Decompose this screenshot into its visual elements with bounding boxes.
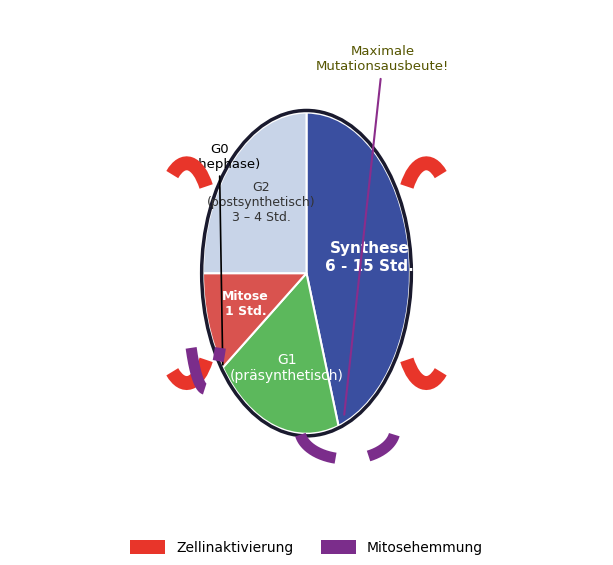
Wedge shape — [203, 273, 306, 368]
Text: Maximale
Mutationsausbeute!: Maximale Mutationsausbeute! — [316, 45, 449, 415]
Text: G2
(postsynthetisch)
3 – 4 Std.: G2 (postsynthetisch) 3 – 4 Std. — [207, 181, 316, 224]
Legend: Zellinaktivierung, Mitosehemmung: Zellinaktivierung, Mitosehemmung — [124, 534, 489, 560]
Wedge shape — [223, 273, 338, 434]
Text: Mitose
1 Std.: Mitose 1 Std. — [222, 290, 269, 318]
Wedge shape — [306, 112, 410, 426]
Text: Synthese
6 - 15 Std.: Synthese 6 - 15 Std. — [326, 241, 414, 274]
Wedge shape — [203, 112, 306, 273]
Text: G1
(präsynthetisch): G1 (präsynthetisch) — [230, 353, 344, 383]
Text: G0
(Ruhephase): G0 (Ruhephase) — [177, 142, 262, 365]
